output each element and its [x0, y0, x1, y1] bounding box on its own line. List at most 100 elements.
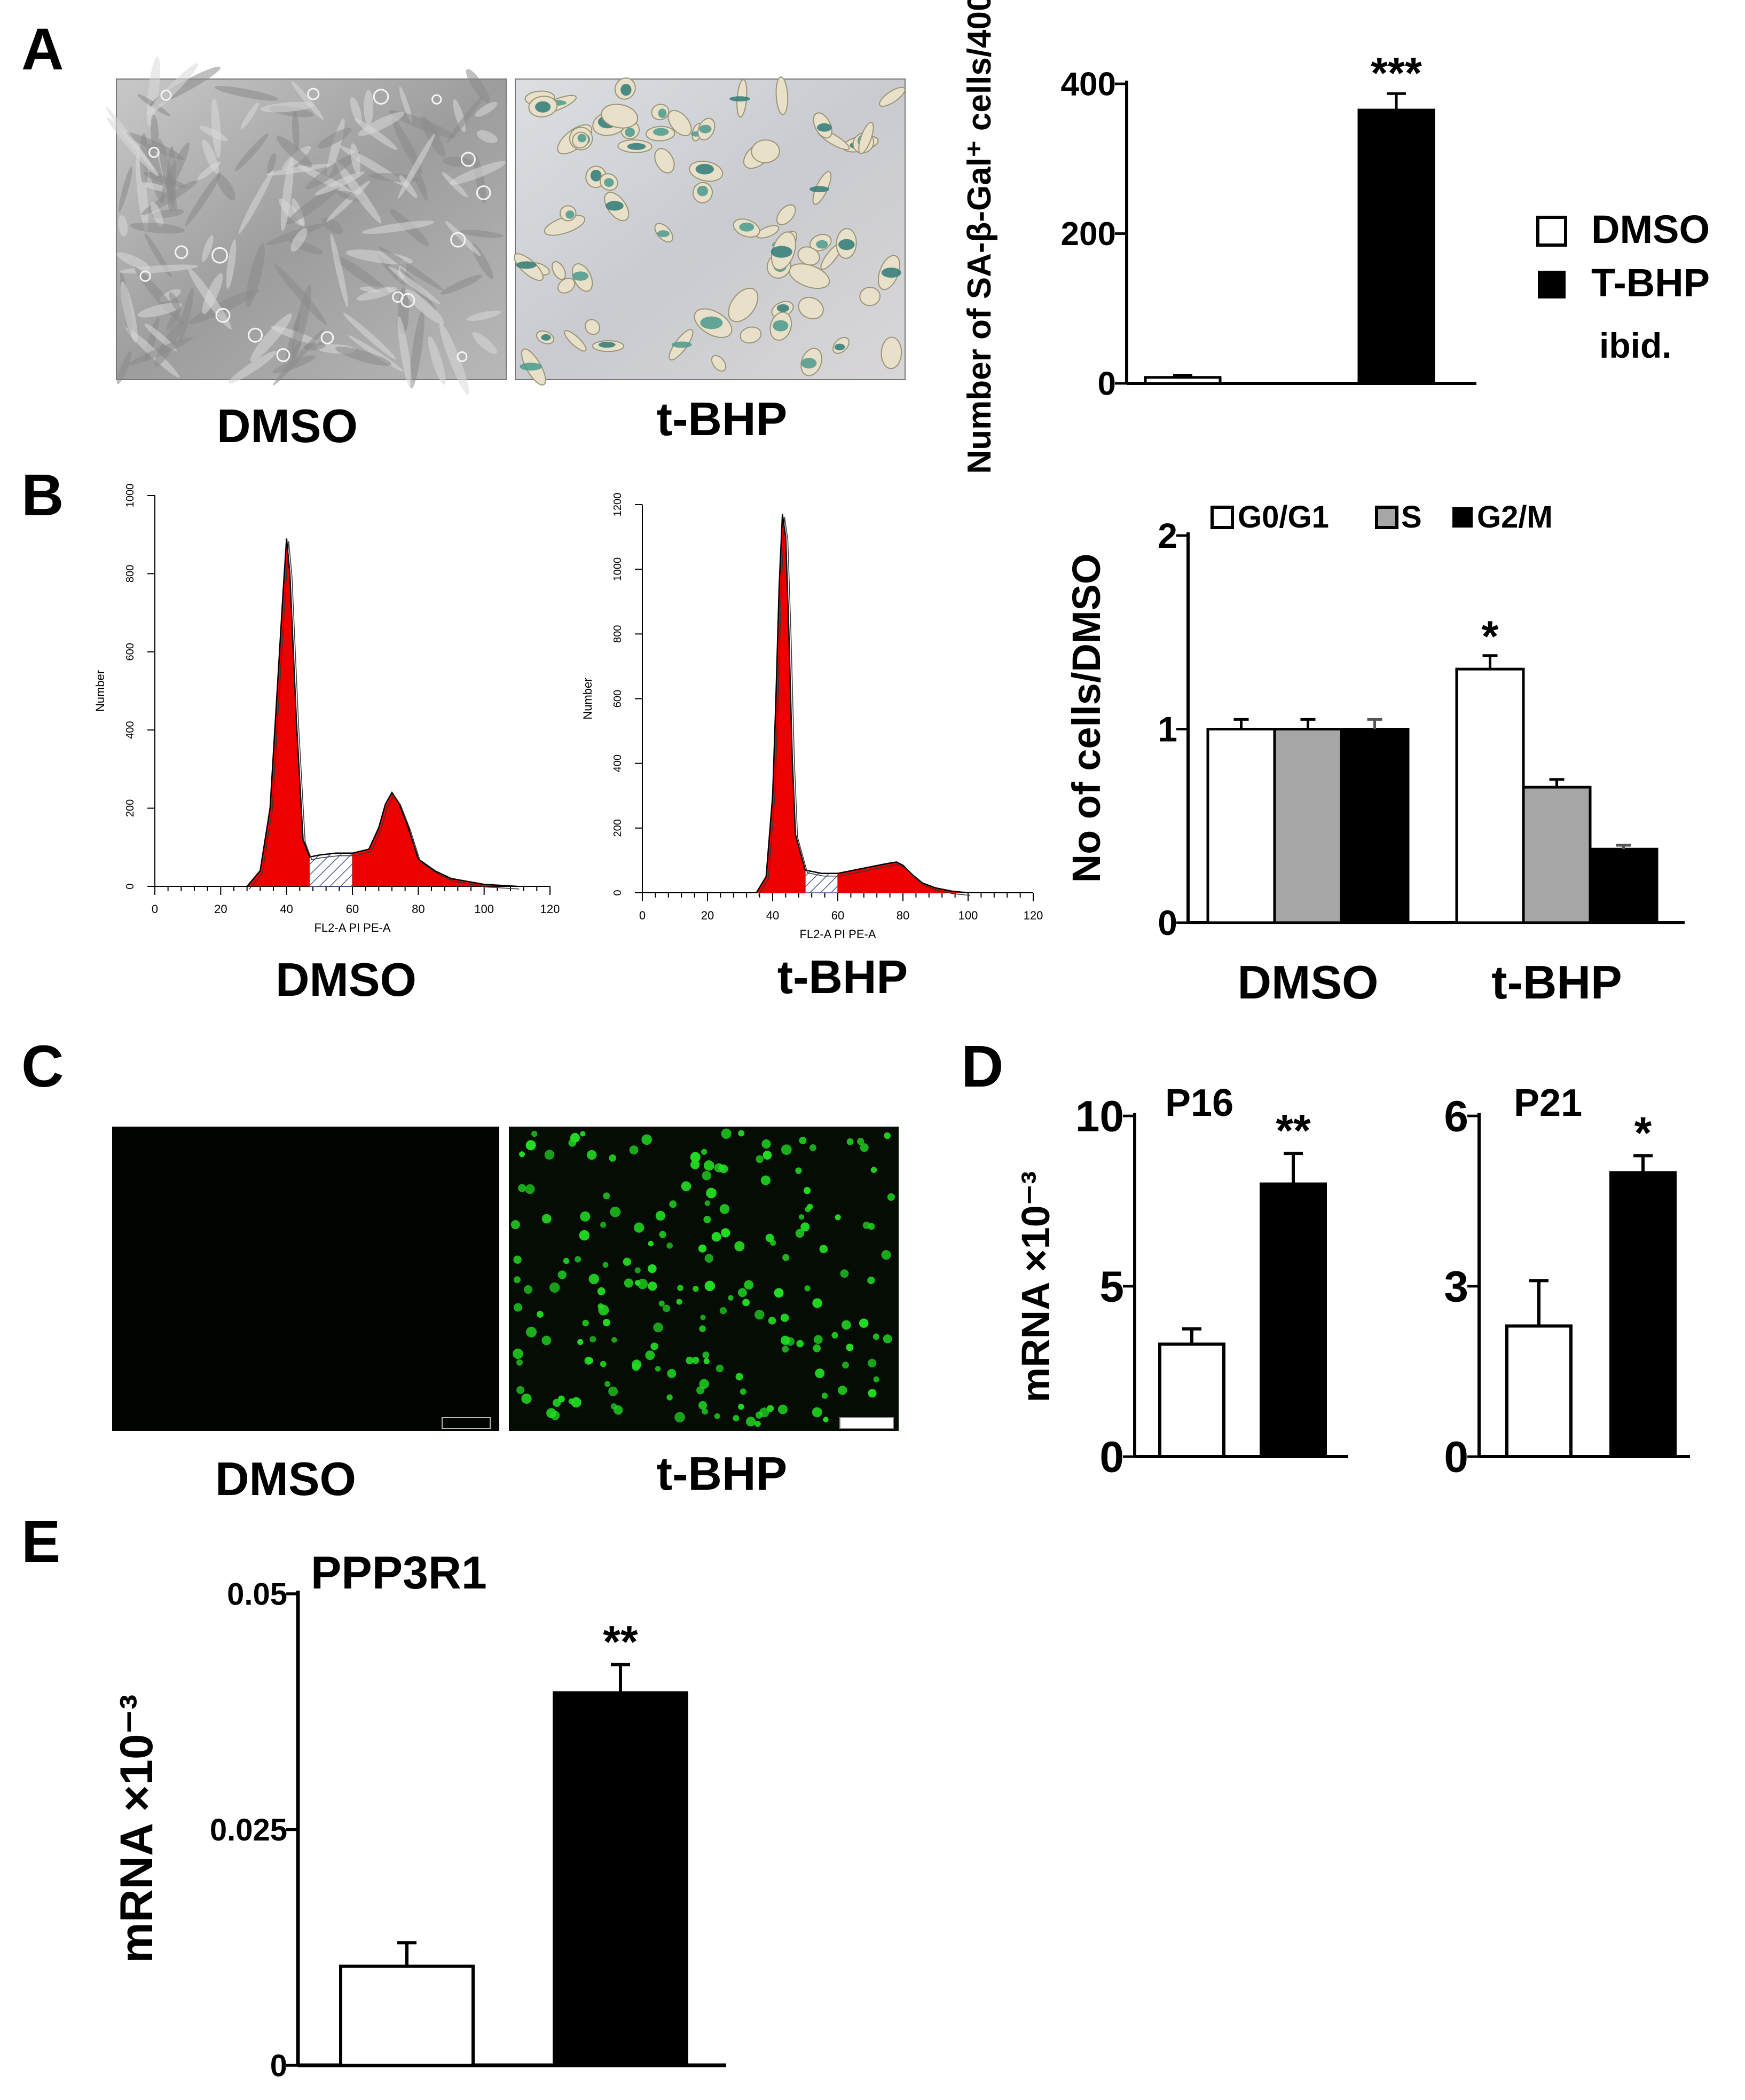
fluorescent-cell — [692, 1356, 699, 1364]
fluorescent-cell — [870, 1167, 877, 1173]
fluorescent-cell — [704, 1280, 716, 1292]
legend-swatch-tbhp — [1538, 271, 1566, 298]
fluorescent-cell — [782, 1254, 790, 1261]
y-tick-label: 200 — [124, 799, 136, 817]
fluorescent-cell — [780, 1314, 789, 1322]
cell-texture — [291, 81, 324, 120]
cell-texture — [234, 133, 269, 171]
rounded-cell — [139, 270, 151, 282]
cell-texture — [147, 63, 199, 115]
rounded-cell — [460, 152, 476, 167]
cell-texture — [315, 171, 365, 195]
fluorescence-c-tbhp — [509, 1127, 899, 1431]
fluorescent-cell — [716, 1364, 724, 1373]
x-category-label: DMSO — [1238, 956, 1379, 1009]
chart-e-ppp3r1: 0 0.025 0.05 ** PPP3R1 mRNA ×10⁻³ — [111, 1547, 726, 2083]
rounded-cell — [215, 308, 231, 323]
fluorescent-cell — [803, 1187, 811, 1194]
cell-texture — [276, 136, 312, 168]
cell-texture — [410, 310, 425, 389]
significance-label: * — [1634, 1107, 1652, 1158]
g0-g1-peak — [756, 514, 805, 893]
histogram-outline — [756, 514, 969, 894]
sa-beta-gal-stain — [771, 246, 792, 258]
cell-texture — [116, 252, 150, 270]
rounded-cell — [248, 327, 263, 343]
legend-label-s: S — [1401, 500, 1422, 534]
sa-beta-gal-stain — [834, 343, 845, 351]
chart-a-sa-beta-gal: 0 200 400 *** Number of SA-β-Gal⁺ cells/400 — [961, 0, 1476, 474]
fluorescent-cell — [624, 1278, 633, 1288]
fluorescent-cell — [799, 1136, 807, 1144]
cell-texture — [399, 175, 418, 199]
cell-texture — [364, 90, 374, 125]
cell-texture — [333, 254, 389, 294]
cell-texture — [413, 167, 428, 201]
cell-texture — [428, 336, 446, 385]
legend-swatch-s — [1375, 506, 1398, 529]
cell-texture — [286, 185, 341, 225]
bar — [1260, 1182, 1327, 1459]
fluorescent-cell — [774, 1288, 784, 1298]
y-tick-label: 0.05 — [227, 1577, 287, 1611]
fluorescent-cell — [813, 1335, 823, 1344]
cell-texture — [350, 97, 362, 124]
y-tick-label: 0 — [1444, 1433, 1468, 1482]
legend-b: G0/G1 S G2/M — [1211, 500, 1553, 534]
fluorescent-cell — [856, 1138, 864, 1145]
x-tick-label: 40 — [280, 902, 293, 916]
cell-texture — [378, 246, 443, 291]
fluorescent-cell — [702, 1171, 711, 1181]
fluorescent-cell — [862, 1221, 870, 1229]
fluorescent-cell — [714, 1413, 720, 1419]
cell-texture — [214, 86, 279, 101]
fluorescent-cell — [659, 1231, 666, 1238]
fluorescent-cell — [690, 1152, 701, 1162]
fluorescent-cell — [809, 1144, 816, 1151]
cell-texture — [118, 215, 128, 237]
fluorescent-cell — [513, 1303, 522, 1312]
sa-beta-gal-stain — [653, 128, 669, 136]
stained-cell — [667, 109, 692, 137]
fluorescent-cell — [815, 1368, 825, 1378]
cell-texture — [449, 161, 506, 185]
rounded-cell — [457, 351, 468, 363]
micrograph-a-dmso — [105, 57, 507, 395]
fluorescent-cell — [719, 1307, 727, 1315]
cell-texture — [388, 266, 441, 305]
y-axis-label: mRNA ×10⁻³ — [1013, 1171, 1058, 1402]
fluorescent-cell — [702, 1351, 710, 1359]
cell-texture — [343, 312, 396, 360]
y-axis-label: Number of SA-β-Gal⁺ cells/400 — [961, 0, 998, 474]
significance-label: ** — [603, 1616, 638, 1666]
x-axis-label: FL2-A PI PE-A — [314, 921, 390, 934]
fluorescent-cell — [655, 1210, 666, 1221]
fluorescent-cell — [846, 1138, 854, 1145]
fluorescent-cell — [805, 1206, 811, 1213]
fluorescent-cell — [677, 1285, 683, 1292]
fluorescent-cell — [703, 1215, 711, 1223]
legend-swatch-g2m — [1452, 507, 1473, 528]
fluorescent-cell — [701, 1149, 708, 1155]
sa-beta-gal-stain — [695, 163, 714, 175]
micrograph-a-tbhp — [513, 76, 906, 386]
cell-texture — [129, 337, 193, 365]
fluorescent-cell — [738, 1130, 745, 1137]
rounded-cell — [160, 89, 172, 101]
y-tick-label: 600 — [612, 690, 624, 707]
fluorescent-cell — [813, 1344, 821, 1352]
fluorescent-cell — [648, 1264, 657, 1273]
sa-beta-gal-stain — [572, 271, 589, 281]
cell-texture — [473, 154, 486, 204]
fluorescent-cell — [756, 1155, 764, 1163]
legend-label-g0g1: G0/G1 — [1238, 500, 1329, 534]
sa-beta-gal-stain — [697, 185, 709, 196]
cell-texture — [442, 172, 468, 198]
stained-cell — [798, 296, 824, 320]
sa-beta-gal-stain — [598, 342, 616, 348]
histogram-fit-outline — [249, 541, 520, 890]
fluorescent-cell — [804, 1285, 811, 1292]
sa-beta-gal-stain — [520, 363, 543, 371]
y-tick-label: 0.025 — [210, 1813, 287, 1847]
cell-texture — [238, 170, 274, 234]
